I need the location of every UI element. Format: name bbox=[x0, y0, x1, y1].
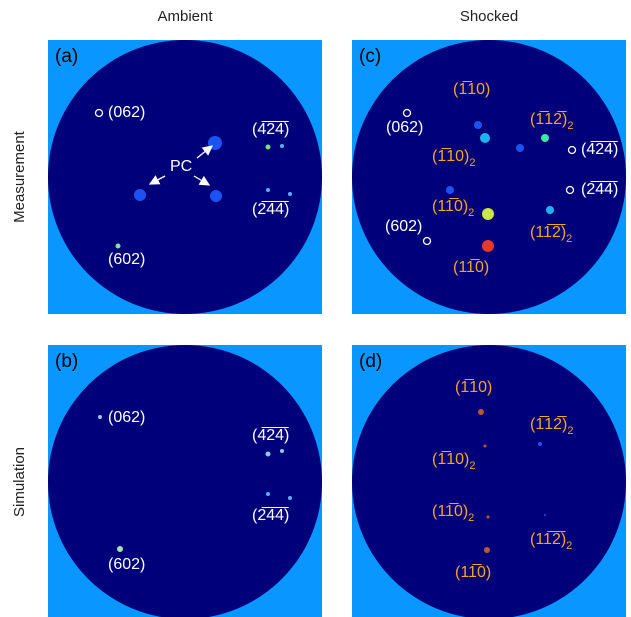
annotation-subscript: 2 bbox=[566, 540, 572, 552]
annotation-text: (4̅2̅4̅) bbox=[581, 140, 618, 158]
annotation-text: (11̅0) bbox=[453, 258, 489, 276]
diffraction-spot bbox=[478, 409, 484, 415]
annotation-text: (1̅10) bbox=[455, 378, 492, 396]
annotation: (2̅4̅4̅) bbox=[252, 200, 289, 218]
diffraction-spot bbox=[288, 496, 292, 500]
annotation-subscript: 2 bbox=[469, 157, 475, 169]
figure: Ambient Shocked Measurement Simulation (… bbox=[0, 0, 631, 617]
annotation-subscript: 2 bbox=[567, 425, 573, 437]
annotation-text: (11̅0) bbox=[432, 502, 468, 520]
detector bbox=[48, 345, 322, 617]
diffraction-spot bbox=[134, 189, 146, 201]
diffraction-spot bbox=[446, 186, 454, 194]
diffraction-spot bbox=[210, 190, 222, 202]
annotation: (602) bbox=[108, 556, 145, 573]
annotation-text: (1̅10) bbox=[432, 147, 469, 165]
annotation: (062) bbox=[108, 104, 145, 121]
diffraction-spot bbox=[482, 208, 494, 220]
annotation-text: (11̅2̅) bbox=[530, 530, 566, 548]
annotation-text: (1̅12̅) bbox=[530, 415, 567, 433]
row-header: Simulation bbox=[11, 447, 28, 517]
annotation: (602) bbox=[108, 251, 145, 268]
row-header: Measurement bbox=[11, 130, 28, 223]
annotation-text: (2̅4̅4̅) bbox=[252, 506, 289, 524]
annotation-subscript: 2 bbox=[468, 512, 474, 524]
annotation-text: (602) bbox=[385, 218, 422, 235]
diffraction-spot bbox=[266, 188, 270, 192]
annotation-text: (11̅0) bbox=[455, 563, 491, 581]
annotation-text: (1̅10) bbox=[453, 80, 490, 98]
annotation: (062) bbox=[108, 409, 145, 426]
diffraction-spot bbox=[266, 492, 270, 496]
diffraction-spot bbox=[98, 415, 102, 419]
annotation-text: (11̅0) bbox=[432, 197, 468, 215]
annotation: PC bbox=[170, 158, 192, 175]
diffraction-spot bbox=[516, 144, 524, 152]
diffraction-spot bbox=[117, 546, 123, 552]
diffraction-spot bbox=[541, 134, 549, 142]
annotation-subscript: 2 bbox=[567, 120, 573, 132]
annotation: (602) bbox=[385, 218, 422, 235]
annotation: (1̅10) bbox=[453, 80, 490, 98]
diffraction-spot bbox=[266, 145, 271, 150]
diffraction-spot bbox=[280, 449, 284, 453]
annotation-subscript: 2 bbox=[469, 460, 475, 472]
diffraction-spot bbox=[266, 452, 271, 457]
diffraction-spot bbox=[546, 206, 554, 214]
annotation-text: (062) bbox=[108, 104, 145, 121]
annotation-text: (4̅2̅4̅) bbox=[252, 426, 289, 444]
diffraction-spot bbox=[484, 445, 487, 448]
annotation-text: (602) bbox=[108, 556, 145, 573]
annotation-text: (4̅2̅4̅) bbox=[252, 120, 289, 138]
panel: (d)(1̅10)(1̅12̅)2(1̅10)2(11̅0)2(11̅2̅)2(… bbox=[352, 345, 626, 617]
diffraction-spot bbox=[280, 144, 284, 148]
annotation: (4̅2̅4̅) bbox=[252, 426, 289, 444]
diffraction-spot bbox=[474, 121, 482, 129]
panel-label: (a) bbox=[55, 46, 78, 67]
annotation-text: (1̅10) bbox=[432, 450, 469, 468]
annotation-subscript: 2 bbox=[468, 207, 474, 219]
annotation-subscript: 2 bbox=[566, 233, 572, 245]
diffraction-spot bbox=[480, 133, 490, 143]
annotation: (2̅4̅4̅) bbox=[581, 180, 618, 198]
annotation: (11̅0) bbox=[453, 258, 489, 276]
diffraction-spot bbox=[484, 547, 490, 553]
annotation-text: (2̅4̅4̅) bbox=[581, 180, 618, 198]
annotation-text: (11̅2̅) bbox=[530, 223, 566, 241]
diffraction-spot bbox=[538, 442, 542, 446]
annotation-text: (2̅4̅4̅) bbox=[252, 200, 289, 218]
panel-label: (c) bbox=[359, 46, 381, 67]
diffraction-spot bbox=[116, 244, 121, 249]
annotation-text: PC bbox=[170, 158, 192, 175]
column-header: Ambient bbox=[157, 8, 213, 25]
column-header: Shocked bbox=[460, 8, 518, 25]
detector bbox=[48, 40, 322, 314]
panel-label: (d) bbox=[359, 351, 382, 372]
annotation: (1̅10) bbox=[455, 378, 492, 396]
panel-label: (b) bbox=[55, 351, 78, 372]
annotation-text: (062) bbox=[108, 409, 145, 426]
annotation: (2̅4̅4̅) bbox=[252, 506, 289, 524]
panel: (c)(1̅10)(1̅12̅)2(062)(1̅10)2(4̅2̅4̅)(2̅… bbox=[352, 40, 626, 314]
diffraction-spot bbox=[544, 514, 546, 516]
annotation: (11̅0) bbox=[455, 563, 491, 581]
diffraction-spot bbox=[482, 240, 494, 252]
annotation: (062) bbox=[386, 119, 423, 136]
annotation: (4̅2̅4̅) bbox=[252, 120, 289, 138]
diffraction-spot bbox=[487, 516, 490, 519]
annotation-text: (602) bbox=[108, 251, 145, 268]
panel: (a) (062) PC (4̅2̅4̅) (2̅4̅4̅) (602) bbox=[48, 40, 322, 314]
diffraction-spot bbox=[288, 192, 292, 196]
annotation-text: (062) bbox=[386, 119, 423, 136]
annotation-text: (1̅12̅) bbox=[530, 110, 567, 128]
panel: (b) (062) (4̅2̅4̅) (2̅4̅4̅) (602) bbox=[48, 345, 322, 617]
annotation: (4̅2̅4̅) bbox=[581, 140, 618, 158]
